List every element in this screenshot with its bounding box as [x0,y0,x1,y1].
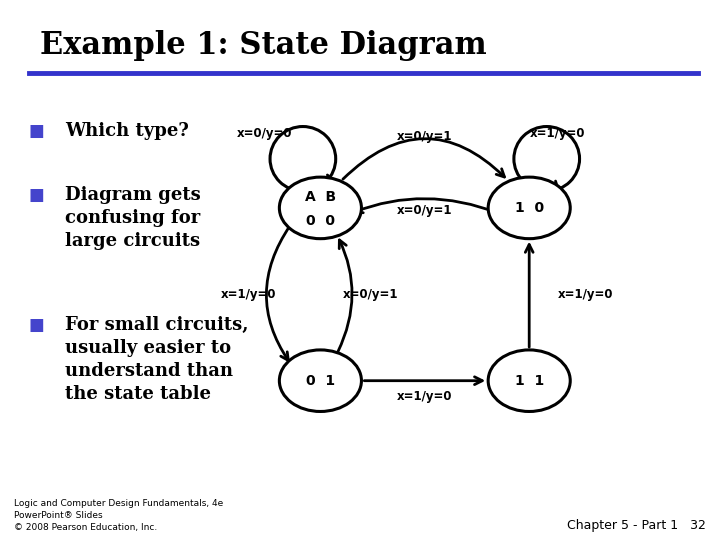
Text: Which type?: Which type? [65,122,189,139]
FancyArrowPatch shape [338,240,352,352]
Circle shape [279,177,361,239]
Text: x=1/y=0: x=1/y=0 [220,288,276,301]
Text: x=0/y=1: x=0/y=1 [343,288,399,301]
Text: x=0/y=1: x=0/y=1 [397,130,453,143]
Text: Logic and Computer Design Fundamentals, 4e
PowerPoint® Slides
© 2008 Pearson Edu: Logic and Computer Design Fundamentals, … [14,500,224,532]
Text: x=1/y=0: x=1/y=0 [558,288,613,301]
Text: ■: ■ [29,186,45,204]
FancyArrowPatch shape [526,245,533,347]
Text: A  B: A B [305,190,336,204]
Text: 1  0: 1 0 [515,201,544,215]
Text: x=0/y=0: x=0/y=0 [237,127,293,140]
Text: ■: ■ [29,316,45,334]
Text: For small circuits,
usually easier to
understand than
the state table: For small circuits, usually easier to un… [65,316,248,403]
Circle shape [488,350,570,411]
Text: 1  1: 1 1 [515,374,544,388]
Circle shape [279,350,361,411]
Text: ■: ■ [29,122,45,139]
Text: x=1/y=0: x=1/y=0 [530,127,586,140]
Text: 0  0: 0 0 [306,214,335,228]
Text: Diagram gets
confusing for
large circuits: Diagram gets confusing for large circuit… [65,186,201,250]
Circle shape [488,177,570,239]
Text: x=1/y=0: x=1/y=0 [397,390,453,403]
Text: 0  1: 0 1 [306,374,335,388]
FancyArrowPatch shape [266,226,290,361]
Text: Chapter 5 - Part 1   32: Chapter 5 - Part 1 32 [567,519,706,532]
FancyArrowPatch shape [364,377,482,384]
FancyArrowPatch shape [343,139,505,179]
Text: x=0/y=1: x=0/y=1 [397,204,453,217]
FancyArrowPatch shape [355,199,498,213]
Text: Example 1: State Diagram: Example 1: State Diagram [40,30,486,60]
